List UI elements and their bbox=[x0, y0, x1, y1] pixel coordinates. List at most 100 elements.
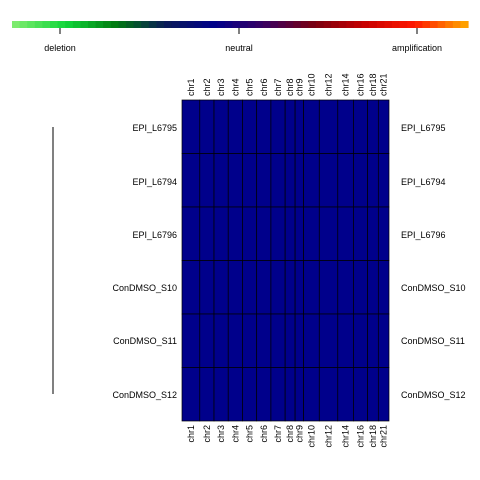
legend-color-step bbox=[164, 21, 173, 28]
row-label-right: EPI_L6796 bbox=[401, 230, 446, 240]
legend-color-step bbox=[110, 21, 119, 28]
heatmap-cell bbox=[303, 153, 320, 208]
heatmap-cell bbox=[181, 260, 201, 315]
heatmap-cell bbox=[303, 260, 320, 315]
legend-color-step bbox=[331, 21, 340, 28]
legend-color-step bbox=[293, 21, 302, 28]
legend-color-step bbox=[354, 21, 363, 28]
heatmap-cell bbox=[256, 260, 272, 315]
legend-color-step bbox=[399, 21, 408, 28]
row-label-right: ConDMSO_S12 bbox=[401, 390, 466, 400]
column-label-top: chr18 bbox=[368, 73, 378, 96]
heatmap-cell bbox=[181, 153, 201, 208]
heatmap-cell bbox=[303, 367, 320, 422]
heatmap-cell bbox=[256, 99, 272, 154]
heatmap-cell bbox=[284, 313, 296, 368]
legend-color-step bbox=[133, 21, 142, 28]
column-label-top: chr10 bbox=[306, 73, 316, 96]
heatmap-cell bbox=[213, 99, 229, 154]
heatmap-cell bbox=[242, 206, 258, 261]
legend-color-step bbox=[316, 21, 325, 28]
heatmap-cell bbox=[337, 367, 354, 422]
heatmap-cell bbox=[294, 313, 304, 368]
heatmap-cell bbox=[213, 260, 229, 315]
heatmap-cell bbox=[284, 367, 296, 422]
heatmap-cell bbox=[199, 260, 215, 315]
column-label-top: chr1 bbox=[186, 78, 196, 96]
legend-color-step bbox=[19, 21, 28, 28]
legend-color-step bbox=[240, 21, 249, 28]
legend-color-step bbox=[361, 21, 370, 28]
column-label-bottom: chr2 bbox=[202, 425, 212, 443]
heatmap-cell bbox=[303, 313, 320, 368]
column-label-top: chr3 bbox=[216, 78, 226, 96]
heatmap-cell bbox=[284, 99, 296, 154]
legend-color-step bbox=[285, 21, 294, 28]
column-label-bottom: chr4 bbox=[230, 425, 240, 443]
heatmap-cell bbox=[227, 260, 243, 315]
heatmap-cell bbox=[303, 99, 320, 154]
legend-color-step bbox=[186, 21, 195, 28]
column-label-top: chr9 bbox=[294, 78, 304, 96]
heatmap-cell bbox=[318, 313, 339, 368]
heatmap-cell bbox=[294, 153, 304, 208]
row-label-left: EPI_L6796 bbox=[132, 230, 177, 240]
row-label-left: ConDMSO_S10 bbox=[112, 283, 177, 293]
heatmap-cell bbox=[367, 153, 379, 208]
heatmap-cell bbox=[318, 99, 339, 154]
heatmap-cell bbox=[318, 367, 339, 422]
heatmap-cell bbox=[377, 206, 390, 261]
legend-color-step bbox=[12, 21, 21, 28]
legend-label-amplification: amplification bbox=[392, 43, 442, 53]
column-label-top: chr12 bbox=[324, 73, 334, 96]
heatmap-cell bbox=[318, 260, 339, 315]
legend-color-step bbox=[80, 21, 89, 28]
column-label-top: chr16 bbox=[356, 73, 366, 96]
column-label-bottom: chr18 bbox=[368, 425, 378, 448]
legend-color-step bbox=[179, 21, 188, 28]
heatmap-cell bbox=[242, 153, 258, 208]
heatmap-cell bbox=[242, 367, 258, 422]
heatmap-cell bbox=[377, 260, 390, 315]
heatmap-cell bbox=[242, 260, 258, 315]
heatmap-cell bbox=[377, 367, 390, 422]
heatmap-cell bbox=[294, 206, 304, 261]
legend-color-step bbox=[300, 21, 309, 28]
heatmap-cell bbox=[353, 260, 369, 315]
heatmap-cell bbox=[270, 367, 286, 422]
legend-color-step bbox=[338, 21, 347, 28]
legend-color-step bbox=[369, 21, 378, 28]
heatmap-cell bbox=[377, 153, 390, 208]
heatmap-cell bbox=[377, 313, 390, 368]
heatmap-cells bbox=[181, 99, 390, 422]
heatmap-cell bbox=[256, 153, 272, 208]
heatmap-cell bbox=[270, 206, 286, 261]
heatmap-cell bbox=[284, 206, 296, 261]
heatmap-cell bbox=[270, 99, 286, 154]
heatmap-cell bbox=[213, 367, 229, 422]
column-label-bottom: chr9 bbox=[294, 425, 304, 443]
heatmap-cell bbox=[353, 99, 369, 154]
column-label-bottom: chr6 bbox=[259, 425, 269, 443]
legend-color-step bbox=[323, 21, 332, 28]
heatmap-cell bbox=[377, 99, 390, 154]
row-label-right: ConDMSO_S10 bbox=[401, 283, 466, 293]
row-label-left: EPI_L6794 bbox=[132, 177, 177, 187]
heatmap-cell bbox=[256, 367, 272, 422]
legend-color-step bbox=[72, 21, 81, 28]
row-label-right: ConDMSO_S11 bbox=[401, 336, 465, 346]
legend-color-step bbox=[270, 21, 279, 28]
column-label-bottom: chr8 bbox=[285, 425, 295, 443]
heatmap-cell bbox=[256, 206, 272, 261]
legend-color-step bbox=[27, 21, 36, 28]
legend-color-step bbox=[437, 21, 446, 28]
legend-color-step bbox=[148, 21, 157, 28]
heatmap-cell bbox=[199, 313, 215, 368]
heatmap-cell bbox=[256, 313, 272, 368]
heatmap-cell bbox=[318, 206, 339, 261]
heatmap-cell bbox=[303, 206, 320, 261]
heatmap-cell bbox=[294, 260, 304, 315]
legend-color-step bbox=[308, 21, 317, 28]
column-label-bottom: chr1 bbox=[186, 425, 196, 443]
heatmap-cell bbox=[367, 367, 379, 422]
